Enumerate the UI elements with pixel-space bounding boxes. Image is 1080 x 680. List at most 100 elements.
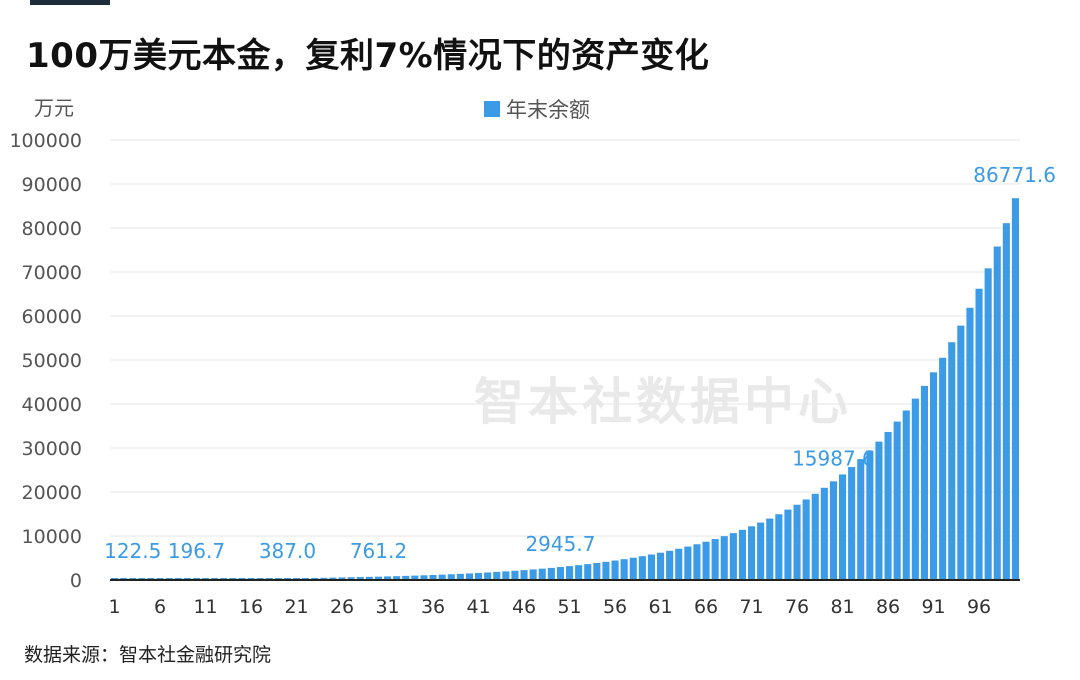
- x-tick-label: 96: [967, 596, 991, 618]
- y-tick-label: 40000: [22, 394, 82, 416]
- bar: [857, 459, 865, 580]
- x-tick-label: 51: [557, 596, 581, 618]
- bar: [930, 372, 938, 580]
- bar: [602, 561, 610, 580]
- data-label: 15987.6: [792, 446, 875, 470]
- bar: [966, 307, 974, 580]
- bar: [647, 554, 655, 580]
- bar: [820, 487, 828, 580]
- bar: [629, 557, 637, 580]
- bar: [939, 357, 947, 580]
- bar: [793, 504, 801, 580]
- bar: [320, 577, 328, 580]
- bar: [720, 536, 728, 580]
- y-tick-label: 50000: [22, 350, 82, 372]
- bar: [402, 575, 410, 580]
- x-tick-label: 61: [648, 596, 672, 618]
- bar: [420, 575, 428, 580]
- data-label: 86771.6: [973, 163, 1056, 187]
- bar: [520, 570, 528, 580]
- bar: [411, 575, 419, 580]
- x-tick-label: 36: [421, 596, 445, 618]
- data-label: 2945.7: [525, 532, 595, 556]
- bar: [611, 560, 619, 580]
- legend: 年末余额: [484, 94, 590, 124]
- bar: [948, 342, 956, 580]
- bar: [638, 556, 646, 580]
- bar: [839, 474, 847, 580]
- bar: [511, 570, 519, 580]
- data-label: 387.0: [259, 539, 316, 563]
- y-tick-label: 60000: [22, 306, 82, 328]
- bar: [329, 577, 337, 580]
- bar: [584, 564, 592, 580]
- y-tick-label: 70000: [22, 262, 82, 284]
- y-tick-label: 80000: [22, 218, 82, 240]
- y-tick-label: 90000: [22, 174, 82, 196]
- bar: [675, 548, 683, 580]
- bar: [1002, 223, 1010, 580]
- bar: [338, 577, 346, 580]
- x-tick-label: 46: [512, 596, 536, 618]
- bar: [829, 481, 837, 580]
- bar: [384, 576, 392, 580]
- data-source: 数据来源：智本社金融研究院: [24, 644, 272, 666]
- bar: [484, 572, 492, 580]
- bar: [547, 567, 555, 580]
- y-tick-label: 0: [70, 570, 82, 592]
- bar: [575, 565, 583, 580]
- bar: [902, 410, 910, 580]
- legend-swatch: [484, 101, 500, 117]
- bar: [347, 577, 355, 580]
- watermark: 智本社数据中心: [474, 373, 852, 431]
- bar: [465, 573, 473, 580]
- bar: [811, 493, 819, 580]
- bar: [593, 563, 601, 580]
- bar: [693, 544, 701, 580]
- x-tick-label: 86: [876, 596, 900, 618]
- bar: [684, 546, 692, 580]
- bar: [538, 568, 546, 580]
- bar: [374, 576, 382, 580]
- bar: [893, 421, 901, 580]
- bar: [447, 574, 455, 580]
- bar: [738, 529, 746, 580]
- bar: [866, 450, 874, 580]
- bar: [620, 559, 628, 580]
- x-tick-label: 76: [785, 596, 809, 618]
- bar: [657, 552, 665, 580]
- x-tick-label: 16: [239, 596, 263, 618]
- bar: [729, 533, 737, 580]
- y-tick-label: 100000: [9, 130, 82, 152]
- x-tick-label: 21: [284, 596, 308, 618]
- bar: [784, 509, 792, 580]
- x-tick-label: 56: [603, 596, 627, 618]
- bar: [456, 573, 464, 580]
- bar: [775, 514, 783, 580]
- x-tick-label: 71: [739, 596, 763, 618]
- legend-label: 年末余额: [506, 98, 590, 122]
- bar: [566, 566, 574, 580]
- bar: [702, 541, 710, 580]
- x-tick-label: 11: [193, 596, 217, 618]
- bar: [920, 385, 928, 580]
- y-tick-label: 10000: [22, 526, 82, 548]
- bar: [493, 571, 501, 580]
- bar: [711, 539, 719, 580]
- bar: [438, 574, 446, 580]
- bar: [911, 398, 919, 580]
- x-tick-label: 31: [375, 596, 399, 618]
- bar: [984, 268, 992, 580]
- chart-title: 100万美元本金，复利7%情况下的资产变化: [26, 36, 710, 76]
- x-tick-label: 81: [830, 596, 854, 618]
- x-tick-label: 26: [330, 596, 354, 618]
- data-label: 196.7: [168, 539, 225, 563]
- bar: [993, 246, 1001, 580]
- bar: [429, 574, 437, 580]
- bar: [365, 576, 373, 580]
- x-tick-label: 41: [466, 596, 490, 618]
- data-label: 122.5: [104, 539, 161, 563]
- bar: [666, 550, 674, 580]
- x-tick-label: 66: [694, 596, 718, 618]
- bar: [1011, 198, 1019, 580]
